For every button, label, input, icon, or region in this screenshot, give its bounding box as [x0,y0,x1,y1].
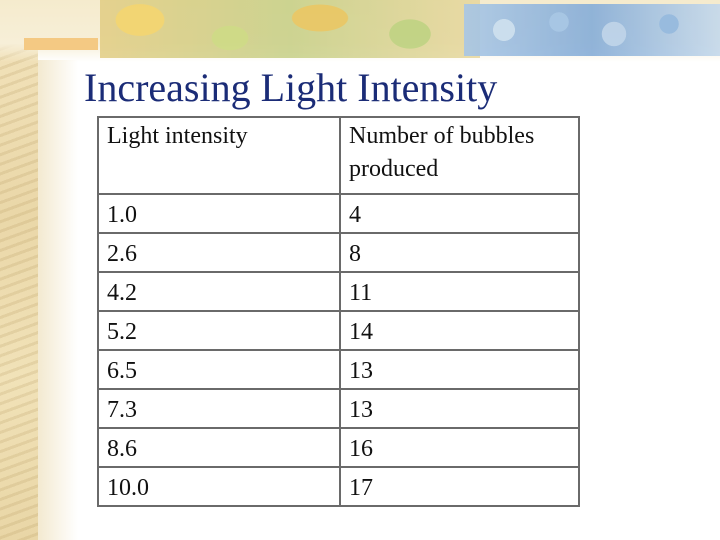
table-header-row: Light intensity Number of bubbles produc… [97,116,580,195]
table-row: 1.0 4 [97,193,580,234]
parchment-fade [38,60,78,540]
table-cell: 7.3 [97,388,341,429]
table-cell: 14 [339,310,580,351]
leaves-image [100,0,480,58]
table-cell: 13 [339,388,580,429]
table-cell: 6.5 [97,349,341,390]
table-row: 8.6 16 [97,427,580,468]
slide-title: Increasing Light Intensity [84,65,498,110]
orange-accent-bar [24,38,98,50]
table-row: 7.3 13 [97,388,580,429]
table-cell: 17 [339,466,580,507]
data-table: Light intensity Number of bubbles produc… [97,116,580,507]
flowers-image [464,4,720,56]
table-row: 4.2 11 [97,271,580,312]
table-cell: 13 [339,349,580,390]
table-cell: 16 [339,427,580,468]
table-row: 5.2 14 [97,310,580,351]
table-cell: 4.2 [97,271,341,312]
column-header: Number of bubbles produced [339,116,580,195]
column-header: Light intensity [97,116,341,195]
table-cell: 10.0 [97,466,341,507]
table-row: 6.5 13 [97,349,580,390]
parchment-background [0,0,38,540]
table-row: 2.6 8 [97,232,580,273]
table-cell: 1.0 [97,193,341,234]
table-cell: 8.6 [97,427,341,468]
table-cell: 11 [339,271,580,312]
table-cell: 2.6 [97,232,341,273]
table-cell: 8 [339,232,580,273]
table-cell: 4 [339,193,580,234]
table-cell: 5.2 [97,310,341,351]
table-row: 10.0 17 [97,466,580,507]
